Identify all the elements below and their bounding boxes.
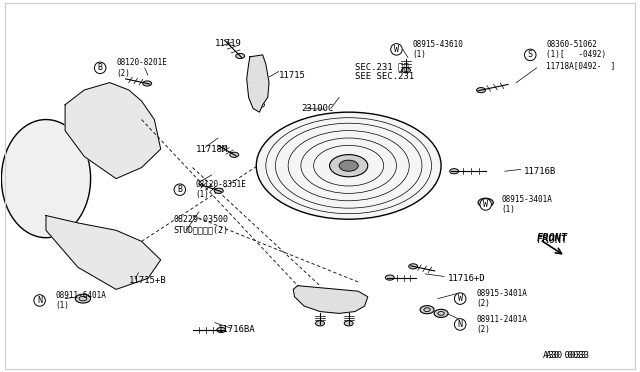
- Circle shape: [420, 306, 434, 314]
- Text: 08915-3401A
(2): 08915-3401A (2): [476, 289, 527, 308]
- Circle shape: [76, 294, 91, 303]
- Circle shape: [143, 81, 152, 86]
- Circle shape: [217, 327, 226, 333]
- Text: 08360-51062
(1)[   -0492)
11718A[0492-  ]: 08360-51062 (1)[ -0492) 11718A[0492- ]: [546, 40, 616, 70]
- Circle shape: [214, 188, 223, 193]
- Circle shape: [230, 152, 239, 157]
- Circle shape: [450, 169, 459, 174]
- Text: 08911-6401A
(1): 08911-6401A (1): [56, 291, 106, 310]
- Text: W: W: [458, 294, 463, 303]
- Text: FRONT: FRONT: [537, 234, 568, 244]
- Text: 08915-3401A
(1): 08915-3401A (1): [502, 195, 552, 214]
- Circle shape: [316, 321, 324, 326]
- Circle shape: [385, 275, 394, 280]
- Text: S: S: [528, 51, 532, 60]
- Text: W: W: [394, 45, 399, 54]
- Text: 08120-8201E
(2): 08120-8201E (2): [116, 58, 167, 77]
- Circle shape: [236, 54, 244, 58]
- Text: 11718M: 11718M: [196, 145, 228, 154]
- Circle shape: [330, 155, 368, 177]
- Text: 11716B: 11716B: [524, 167, 556, 176]
- Polygon shape: [246, 55, 269, 112]
- Circle shape: [344, 321, 353, 326]
- Circle shape: [256, 112, 441, 219]
- Circle shape: [477, 87, 486, 93]
- Text: 11719: 11719: [215, 39, 242, 48]
- Text: 08911-2401A
(2): 08911-2401A (2): [476, 315, 527, 334]
- Circle shape: [478, 198, 493, 207]
- Text: FRONT: FRONT: [537, 233, 568, 243]
- Circle shape: [434, 310, 448, 317]
- Circle shape: [339, 160, 358, 171]
- Polygon shape: [293, 286, 368, 313]
- Ellipse shape: [1, 119, 91, 238]
- Text: N: N: [458, 320, 463, 329]
- Text: 08915-43610
(1): 08915-43610 (1): [412, 40, 463, 59]
- Text: 11716+D: 11716+D: [447, 274, 485, 283]
- Circle shape: [310, 301, 317, 304]
- Text: SEC.231 参照
SEE SEC.231: SEC.231 参照 SEE SEC.231: [355, 62, 414, 81]
- Text: 11715+B: 11715+B: [129, 276, 166, 285]
- Text: B: B: [98, 63, 102, 72]
- Circle shape: [401, 68, 410, 73]
- Text: W: W: [483, 200, 488, 209]
- Text: 08229-03500
STUDスタッド(2): 08229-03500 STUDスタッド(2): [173, 215, 228, 234]
- Text: 23100C: 23100C: [301, 104, 333, 113]
- Text: A30 0033: A30 0033: [546, 350, 589, 360]
- Circle shape: [342, 302, 349, 306]
- Text: 11715: 11715: [278, 71, 305, 80]
- Text: 08120-8351E
(1): 08120-8351E (1): [196, 180, 246, 199]
- Text: 11710: 11710: [307, 294, 334, 303]
- Circle shape: [409, 264, 418, 269]
- Text: N: N: [37, 296, 42, 305]
- Text: A30 0033: A30 0033: [543, 350, 586, 360]
- Text: B: B: [177, 185, 182, 194]
- Polygon shape: [46, 215, 161, 289]
- Text: 11716BA: 11716BA: [218, 326, 255, 334]
- Polygon shape: [65, 83, 161, 179]
